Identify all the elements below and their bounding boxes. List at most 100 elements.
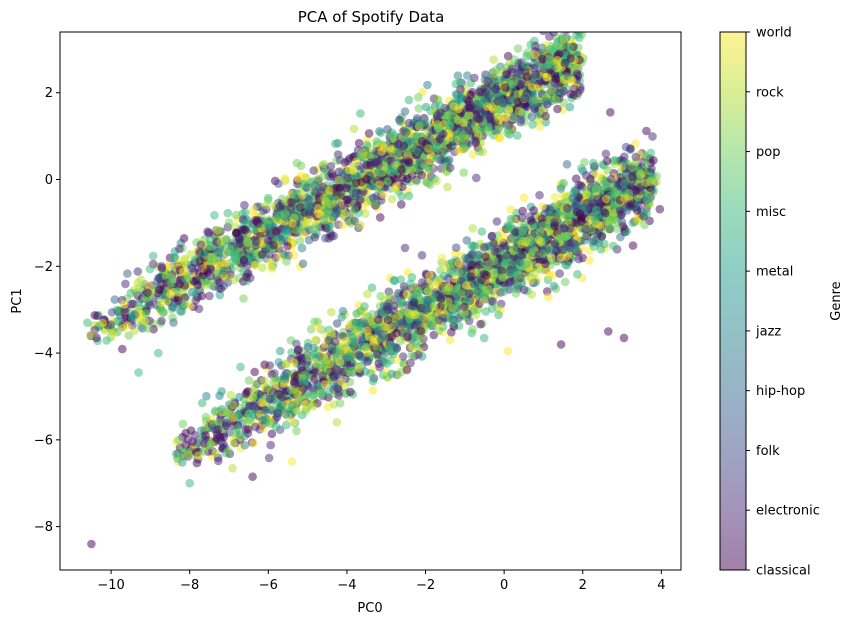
scatter-point (560, 58, 570, 68)
scatter-point (145, 300, 155, 310)
scatter-point (215, 290, 225, 300)
scatter-point (481, 307, 491, 316)
scatter-point (541, 259, 550, 269)
scatter-point (368, 376, 378, 386)
scatter-point (397, 200, 406, 209)
scatter-point (485, 112, 495, 122)
scatter-point (535, 190, 544, 200)
scatter-point (475, 87, 485, 97)
scatter-point (253, 219, 263, 229)
scatter-point (473, 125, 482, 135)
scatter-point (513, 44, 523, 53)
scatter-point (559, 86, 568, 96)
scatter-point (537, 214, 547, 224)
scatter-point (409, 298, 419, 307)
scatter-point (508, 64, 517, 74)
scatter-point (243, 429, 253, 438)
scatter-point (362, 174, 371, 184)
scatter-point (244, 376, 254, 385)
scatter-point (367, 283, 377, 293)
scatter-point (201, 412, 211, 422)
scatter-point (216, 237, 226, 247)
scatter-point (107, 308, 117, 317)
scatter-point (292, 426, 301, 436)
scatter-point (541, 111, 550, 121)
scatter-point (565, 43, 575, 52)
scatter-point (269, 240, 278, 250)
scatter-point (319, 215, 329, 225)
scatter-point (642, 126, 651, 136)
scatter-point (414, 93, 423, 102)
scatter-point (229, 275, 238, 285)
scatter-point (413, 350, 423, 360)
scatter-point (290, 372, 300, 382)
scatter-point (289, 250, 299, 260)
scatter-point (219, 439, 228, 449)
scatter-point (494, 310, 503, 320)
scatter-point (188, 287, 197, 297)
scatter-point (206, 271, 215, 281)
scatter-point (546, 253, 556, 262)
scatter-point (197, 398, 207, 408)
scatter-point (553, 104, 562, 114)
scatter-point (511, 227, 520, 237)
scatter-point (236, 362, 245, 372)
scatter-point (443, 182, 452, 192)
scatter-point (444, 155, 454, 164)
scatter-point (404, 95, 414, 105)
scatter-point (387, 194, 397, 204)
scatter-point (393, 140, 402, 149)
scatter-point (363, 289, 372, 299)
scatter-point (215, 391, 224, 401)
scatter-point (542, 72, 552, 82)
scatter-point (287, 348, 297, 357)
scatter-point (126, 288, 136, 298)
scatter-point (308, 383, 318, 393)
scatter-point (628, 241, 638, 250)
scatter-point (407, 351, 417, 360)
scatter-point (186, 426, 196, 435)
scatter-point (363, 357, 372, 367)
scatter-point (573, 270, 582, 279)
scatter-points (83, 32, 665, 549)
scatter-point (240, 200, 249, 210)
scatter-point (320, 380, 330, 389)
scatter-point (558, 191, 568, 200)
scatter-point (448, 317, 458, 327)
scatter-point (350, 204, 360, 214)
scatter-point (196, 240, 206, 250)
scatter-point (458, 130, 467, 139)
scatter-point (562, 260, 572, 270)
scatter-point (275, 346, 285, 356)
scatter-point (458, 139, 468, 148)
scatter-point (397, 192, 407, 201)
scatter-point (310, 233, 320, 242)
scatter-point (574, 254, 583, 264)
scatter-point (468, 150, 478, 159)
scatter-point (501, 83, 510, 92)
scatter-point (298, 259, 308, 269)
scatter-point (399, 319, 408, 329)
scatter-point (311, 335, 320, 345)
scatter-point (649, 156, 658, 165)
scatter-point (548, 202, 558, 212)
scatter-point (459, 168, 469, 177)
scatter-point (324, 185, 334, 195)
scatter-point (281, 197, 290, 206)
scatter-point (350, 325, 360, 334)
scatter-point (127, 300, 136, 309)
scatter-point (435, 101, 445, 110)
scatter-point (324, 336, 334, 345)
scatter-point (545, 32, 554, 41)
scatter-point (337, 377, 346, 387)
scatter-point (334, 175, 344, 185)
scatter-point (640, 210, 649, 219)
scatter-point (313, 323, 323, 333)
scatter-point (297, 354, 306, 363)
scatter-point (287, 198, 296, 207)
scatter-point (335, 398, 345, 408)
scatter-point (519, 193, 529, 202)
scatter-point (289, 417, 298, 427)
scatter-point (262, 384, 272, 393)
scatter-point (585, 256, 594, 265)
